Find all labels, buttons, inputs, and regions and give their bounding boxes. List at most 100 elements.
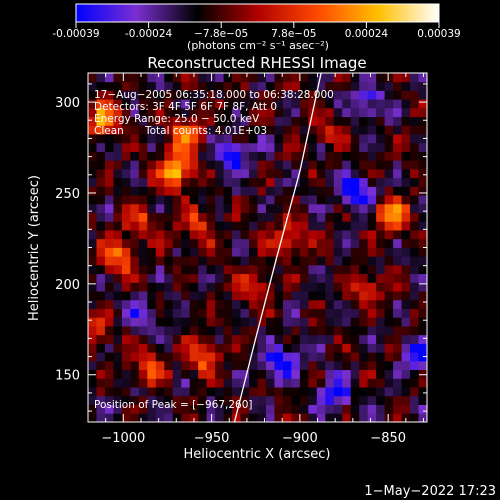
heatmap-cell bbox=[121, 334, 131, 344]
heatmap-cell bbox=[274, 256, 284, 266]
heatmap-cell bbox=[172, 160, 182, 170]
heatmap-cell bbox=[155, 212, 165, 222]
heatmap-cell bbox=[350, 264, 360, 275]
heatmap-cell bbox=[350, 177, 360, 187]
heatmap-cell bbox=[291, 238, 301, 248]
heatmap-cell bbox=[232, 360, 241, 371]
heatmap-cell bbox=[172, 230, 182, 240]
heatmap-cell bbox=[333, 308, 343, 318]
heatmap-cell bbox=[104, 413, 114, 422]
heatmap-cell bbox=[155, 134, 165, 144]
heatmap-cell bbox=[265, 247, 275, 257]
heatmap-cell bbox=[232, 177, 241, 187]
heatmap-cell bbox=[138, 212, 148, 222]
heatmap-cell bbox=[316, 404, 326, 414]
heatmap-cell bbox=[316, 230, 326, 240]
heatmap-cell bbox=[410, 177, 419, 187]
heatmap-cell bbox=[172, 195, 182, 205]
heatmap-cell bbox=[138, 395, 148, 405]
heatmap-cell bbox=[299, 352, 309, 362]
heatmap-cell bbox=[198, 134, 208, 144]
heatmap-cell bbox=[172, 99, 182, 109]
heatmap-cell bbox=[265, 343, 275, 353]
heatmap-cell bbox=[350, 81, 360, 91]
heatmap-cell bbox=[282, 125, 292, 135]
heatmap-cell bbox=[393, 90, 402, 100]
heatmap-cell bbox=[282, 369, 292, 379]
heatmap-cell bbox=[155, 195, 165, 205]
heatmap-cell bbox=[265, 116, 275, 126]
heatmap-cell bbox=[418, 378, 427, 388]
heatmap-cell bbox=[257, 177, 267, 187]
heatmap-cell bbox=[265, 134, 275, 144]
heatmap-cell bbox=[181, 404, 191, 414]
heatmap-cell bbox=[240, 317, 250, 327]
heatmap-cell bbox=[206, 90, 216, 100]
heatmap-cell bbox=[257, 73, 267, 83]
heatmap-cell bbox=[164, 256, 174, 266]
heatmap-cell bbox=[88, 378, 97, 388]
heatmap-cell bbox=[215, 291, 224, 301]
heatmap-cell bbox=[393, 343, 402, 353]
heatmap-cell bbox=[367, 168, 377, 179]
heatmap-cell bbox=[181, 360, 191, 371]
heatmap-cell bbox=[172, 395, 182, 405]
heatmap-cell bbox=[291, 387, 301, 397]
heatmap-cell bbox=[350, 317, 360, 327]
heatmap-cell bbox=[147, 142, 157, 152]
heatmap-cell bbox=[249, 264, 258, 275]
heatmap-cell bbox=[274, 116, 284, 126]
heatmap-cell bbox=[130, 142, 140, 152]
heatmap-cell bbox=[223, 256, 233, 266]
heatmap-cell bbox=[257, 264, 267, 275]
heatmap-cell bbox=[189, 177, 199, 187]
heatmap-cell bbox=[359, 395, 369, 405]
heatmap-cell bbox=[113, 291, 123, 301]
heatmap-cell bbox=[121, 299, 131, 309]
heatmap-cell bbox=[299, 291, 309, 301]
heatmap-cell bbox=[240, 326, 250, 336]
heatmap-cell bbox=[215, 107, 224, 118]
heatmap-cell bbox=[88, 125, 97, 135]
heatmap-cell bbox=[291, 73, 301, 83]
heatmap-cell bbox=[257, 107, 267, 118]
heatmap-cell bbox=[121, 116, 131, 126]
heatmap-cell bbox=[104, 203, 114, 213]
heatmap-cell bbox=[316, 282, 326, 292]
heatmap-cell bbox=[325, 352, 335, 362]
heatmap-cell bbox=[189, 282, 199, 292]
heatmap-cell bbox=[121, 273, 131, 283]
heatmap-cell bbox=[96, 395, 106, 405]
heatmap-cell bbox=[206, 308, 216, 318]
heatmap-cell bbox=[172, 291, 182, 301]
heatmap-cell bbox=[155, 308, 165, 318]
heatmap-cell bbox=[249, 308, 258, 318]
heatmap-cell bbox=[316, 186, 326, 196]
heatmap-cell bbox=[88, 142, 97, 152]
heatmap-cell bbox=[121, 404, 131, 414]
heatmap-cell bbox=[325, 212, 335, 222]
heatmap-cell bbox=[147, 308, 157, 318]
heatmap-cell bbox=[147, 177, 157, 187]
heatmap-cell bbox=[291, 317, 301, 327]
heatmap-cell bbox=[104, 81, 114, 91]
heatmap-cell bbox=[130, 413, 140, 422]
heatmap-cell bbox=[342, 177, 352, 187]
heatmap-cell bbox=[410, 142, 419, 152]
heatmap-cell bbox=[418, 308, 427, 318]
heatmap-cell bbox=[215, 247, 224, 257]
heatmap-cell bbox=[189, 230, 199, 240]
heatmap-cell bbox=[384, 369, 394, 379]
heatmap-cell bbox=[96, 230, 106, 240]
heatmap-cell bbox=[96, 387, 106, 397]
heatmap-cell bbox=[206, 107, 216, 118]
heatmap-cell bbox=[130, 107, 140, 118]
heatmap-cell bbox=[274, 99, 284, 109]
heatmap-cell bbox=[308, 221, 318, 231]
heatmap-cell bbox=[384, 168, 394, 179]
heatmap-cell bbox=[265, 264, 275, 275]
heatmap-cell bbox=[206, 387, 216, 397]
heatmap-cell bbox=[418, 282, 427, 292]
heatmap-cell bbox=[257, 317, 267, 327]
heatmap-cell bbox=[113, 334, 123, 344]
